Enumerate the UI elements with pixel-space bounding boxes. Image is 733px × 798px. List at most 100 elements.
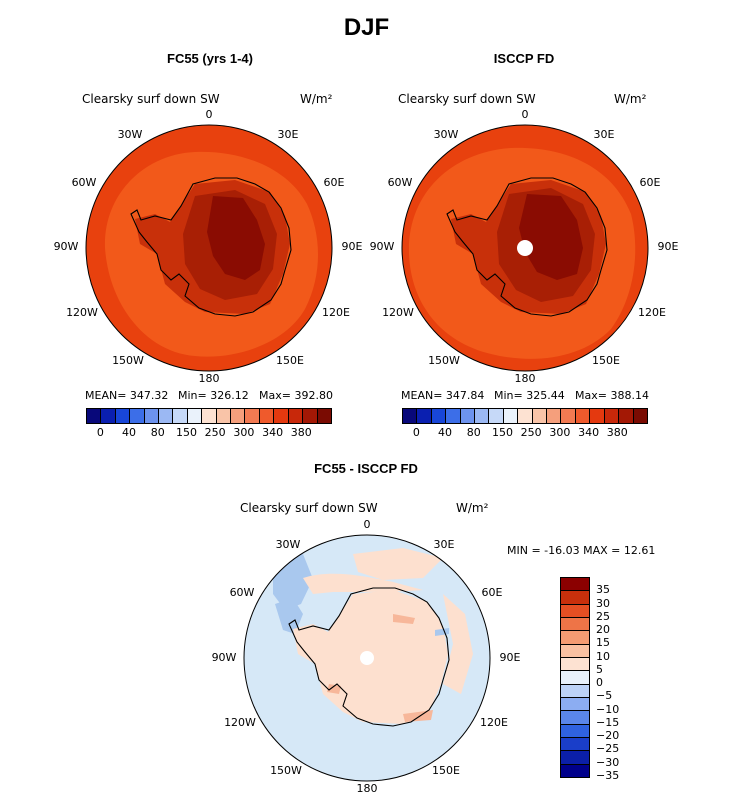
coastline (446, 177, 608, 317)
pole-hole (360, 651, 374, 665)
colorbar-tick-label: 10 (596, 649, 610, 663)
stat-max-obs: Max= 388.14 (575, 389, 649, 402)
colorbar-swatch (561, 643, 589, 658)
coastline (130, 177, 292, 317)
colorbar-swatch (144, 409, 160, 423)
colorbar-tick-label: 40 (122, 426, 137, 439)
colorbar-tick-label: 15 (596, 636, 610, 650)
pos-patch-east (443, 594, 473, 694)
pos-patch-north (353, 548, 443, 580)
colorbar-swatch (475, 409, 490, 423)
colorbar-tick-label: 40 (438, 426, 453, 439)
colorbar-swatch (288, 409, 304, 423)
colorbar-swatch (187, 409, 203, 423)
colorbar-tick-label: 30 (596, 596, 610, 610)
lon-label-30e-obs: 30E (593, 128, 615, 141)
panel-title-diff: FC55 - ISCCP FD (314, 461, 418, 476)
colorbar-swatch (561, 670, 589, 684)
colorbar-tick-label: 5 (596, 662, 603, 676)
lon-label-120e-model: 120E (322, 306, 350, 319)
colorbar-swatch (619, 409, 634, 423)
colorbar-tick-label: 80 (466, 426, 481, 439)
colorbar-swatch (87, 409, 102, 423)
colorbar-swatch (403, 409, 418, 423)
colorbar-swatch (561, 617, 589, 631)
lon-label-180-diff: 180 (356, 782, 378, 795)
coastline (288, 587, 450, 727)
colorbar-tick-label: −25 (596, 742, 620, 756)
colorbar-swatch (561, 603, 589, 618)
colorbar-swatch (489, 409, 504, 423)
stat-mean-model: MEAN= 347.32 (85, 389, 169, 402)
panel-title-model: FC55 (yrs 1-4) (167, 51, 253, 66)
colorbar-swatch (101, 409, 116, 423)
colorbar-swatch (532, 409, 548, 423)
colorbar-swatch (216, 409, 232, 423)
colorbar-swatch (561, 697, 589, 711)
colorbar-swatch (561, 630, 589, 644)
colorbar-tick-label: −35 (596, 769, 620, 782)
colorbar-tick-label: 20 (596, 623, 610, 637)
colorbar-swatch (604, 409, 620, 423)
stat-minmax-diff: MIN = -16.03 MAX = 12.61 (507, 544, 656, 557)
variable-label-obs: Clearsky surf down SW (398, 92, 536, 106)
colorbar-swatch (173, 409, 188, 423)
lon-label-150w-obs: 150W (428, 354, 460, 367)
colorbar-swatch (561, 723, 589, 738)
lon-label-60w-obs: 60W (387, 176, 413, 189)
colorbar-obs (402, 408, 648, 424)
colorbar-swatch (417, 409, 432, 423)
colorbar-swatch (231, 409, 246, 423)
colorbar-tick-label: −15 (596, 715, 620, 729)
lon-label-0-diff: 0 (363, 518, 371, 531)
stat-min-obs: Min= 325.44 (494, 389, 565, 402)
colorbar-tick-label: 250 (520, 426, 542, 439)
colorbar-swatch (303, 409, 318, 423)
lon-label-60e-obs: 60E (639, 176, 661, 189)
colorbar-tick-label: 150 (175, 426, 197, 439)
stat-mean-obs: MEAN= 347.84 (401, 389, 485, 402)
units-label-model: W/m² (300, 92, 333, 106)
colorbar-swatch (159, 409, 174, 423)
lon-label-150e-obs: 150E (592, 354, 620, 367)
colorbar-swatch (561, 763, 589, 777)
lon-label-60w-model: 60W (71, 176, 97, 189)
colorbar-tick-label: 35 (596, 583, 610, 597)
colorbar-tick-label: 380 (290, 426, 312, 439)
colorbar-swatch (130, 409, 145, 423)
colorbar-tick-label: 25 (596, 609, 610, 623)
polar-map-diff (243, 534, 491, 782)
lon-label-30e-model: 30E (277, 128, 299, 141)
colorbar-swatch (561, 710, 589, 724)
colorbar-swatch (590, 409, 605, 423)
pos-patch-ring (303, 573, 423, 594)
polar-map-model (85, 124, 333, 372)
colorbar-tick-label: 0 (596, 676, 603, 690)
lon-label-60e-model: 60E (323, 176, 345, 189)
colorbar-tick-label: 0 (96, 426, 104, 439)
pos-streak-3 (327, 684, 341, 694)
panel-title-obs: ISCCP FD (493, 51, 555, 66)
units-label-obs: W/m² (614, 92, 647, 106)
colorbar-swatch (202, 409, 217, 423)
colorbar-swatch (561, 737, 589, 751)
stat-min-model: Min= 326.12 (178, 389, 249, 402)
colorbar-swatch (274, 409, 289, 423)
neg-patch-southwest (275, 598, 303, 634)
lon-label-60e-diff: 60E (481, 586, 503, 599)
colorbar-tick-label: 380 (606, 426, 628, 439)
lon-label-120e-obs: 120E (638, 306, 666, 319)
colorbar-tick-label: 80 (150, 426, 165, 439)
colorbar-tick-label: −5 (596, 689, 613, 703)
colorbar-swatch (259, 409, 275, 423)
colorbar-tick-label: −20 (596, 729, 620, 743)
lon-label-30w-diff: 30W (275, 538, 301, 551)
pole-hole (517, 240, 533, 256)
lon-label-180-obs: 180 (514, 372, 536, 385)
lon-label-90w-diff: 90W (211, 651, 237, 664)
plateau (519, 194, 583, 280)
pos-streak-2 (403, 710, 433, 722)
lon-label-60w-diff: 60W (229, 586, 255, 599)
colorbar-tick-label: 0 (412, 426, 420, 439)
colorbar-tick-label: 340 (578, 426, 600, 439)
